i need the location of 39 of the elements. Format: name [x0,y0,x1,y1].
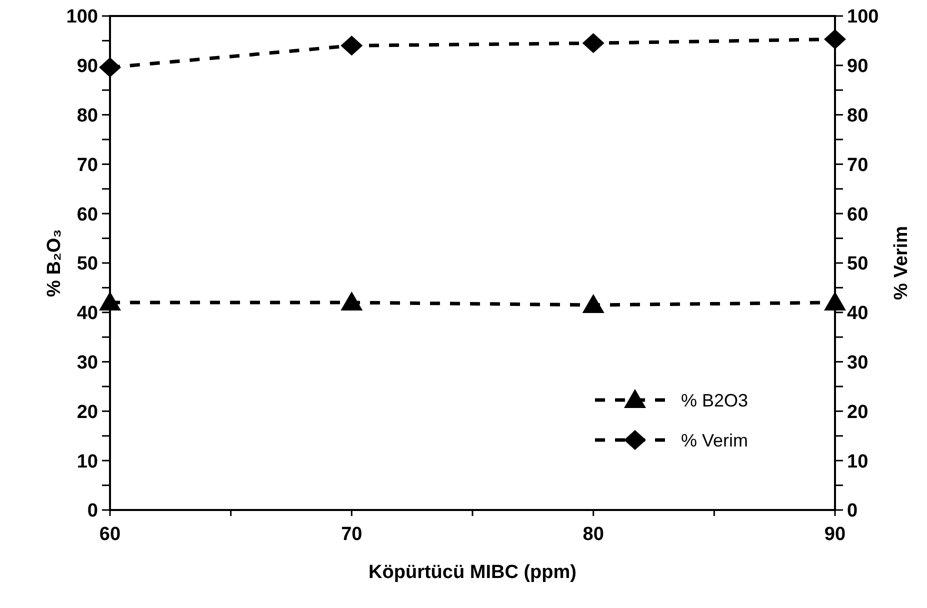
x-tick-label: 60 [99,524,121,545]
point [340,36,363,56]
point [582,33,604,54]
point [824,29,846,50]
y2-tick-label: 60 [847,204,868,226]
y-tick-label: 30 [76,352,98,374]
y2-axis-title: % Verim [891,226,912,300]
y-tick-label: 50 [76,254,98,275]
point [824,292,846,311]
point [99,57,121,78]
y2-tick-label: 20 [847,402,868,423]
x-tick-label: 80 [582,524,604,545]
y2-tick-label: 40 [847,303,868,324]
x-axis-title: Köpürtücü MIBC (ppm) [368,562,576,583]
y-tick-label: 40 [76,303,98,324]
y2-tick-label: 90 [847,56,868,78]
point [99,292,121,311]
y2-tick-label: 100 [847,6,879,28]
point [582,294,604,313]
y2-tick-label: 50 [847,254,868,275]
y-tick-label: 100 [66,6,98,28]
x-tick-label: 70 [341,524,362,545]
y2-tick-label: 30 [847,352,868,374]
y-tick-label: 80 [76,105,98,126]
y-axis-title: % B₂O₃ [44,229,65,297]
x-tick-label: 90 [824,524,846,545]
y2-tick-label: 70 [847,154,868,176]
y-tick-label: 20 [76,402,98,423]
y-tick-label: 60 [76,204,98,226]
y-tick-label: 90 [76,56,98,78]
legend-label: % B2O3 [681,390,748,410]
y-tick-label: 0 [87,500,98,522]
y-tick-label: 10 [76,451,98,472]
y2-tick-label: 0 [847,500,858,522]
y2-tick-label: 10 [847,451,868,472]
y-tick-label: 70 [76,154,98,176]
y2-tick-label: 80 [847,105,868,126]
legend-label: % Verim [681,430,748,450]
point [340,292,363,311]
